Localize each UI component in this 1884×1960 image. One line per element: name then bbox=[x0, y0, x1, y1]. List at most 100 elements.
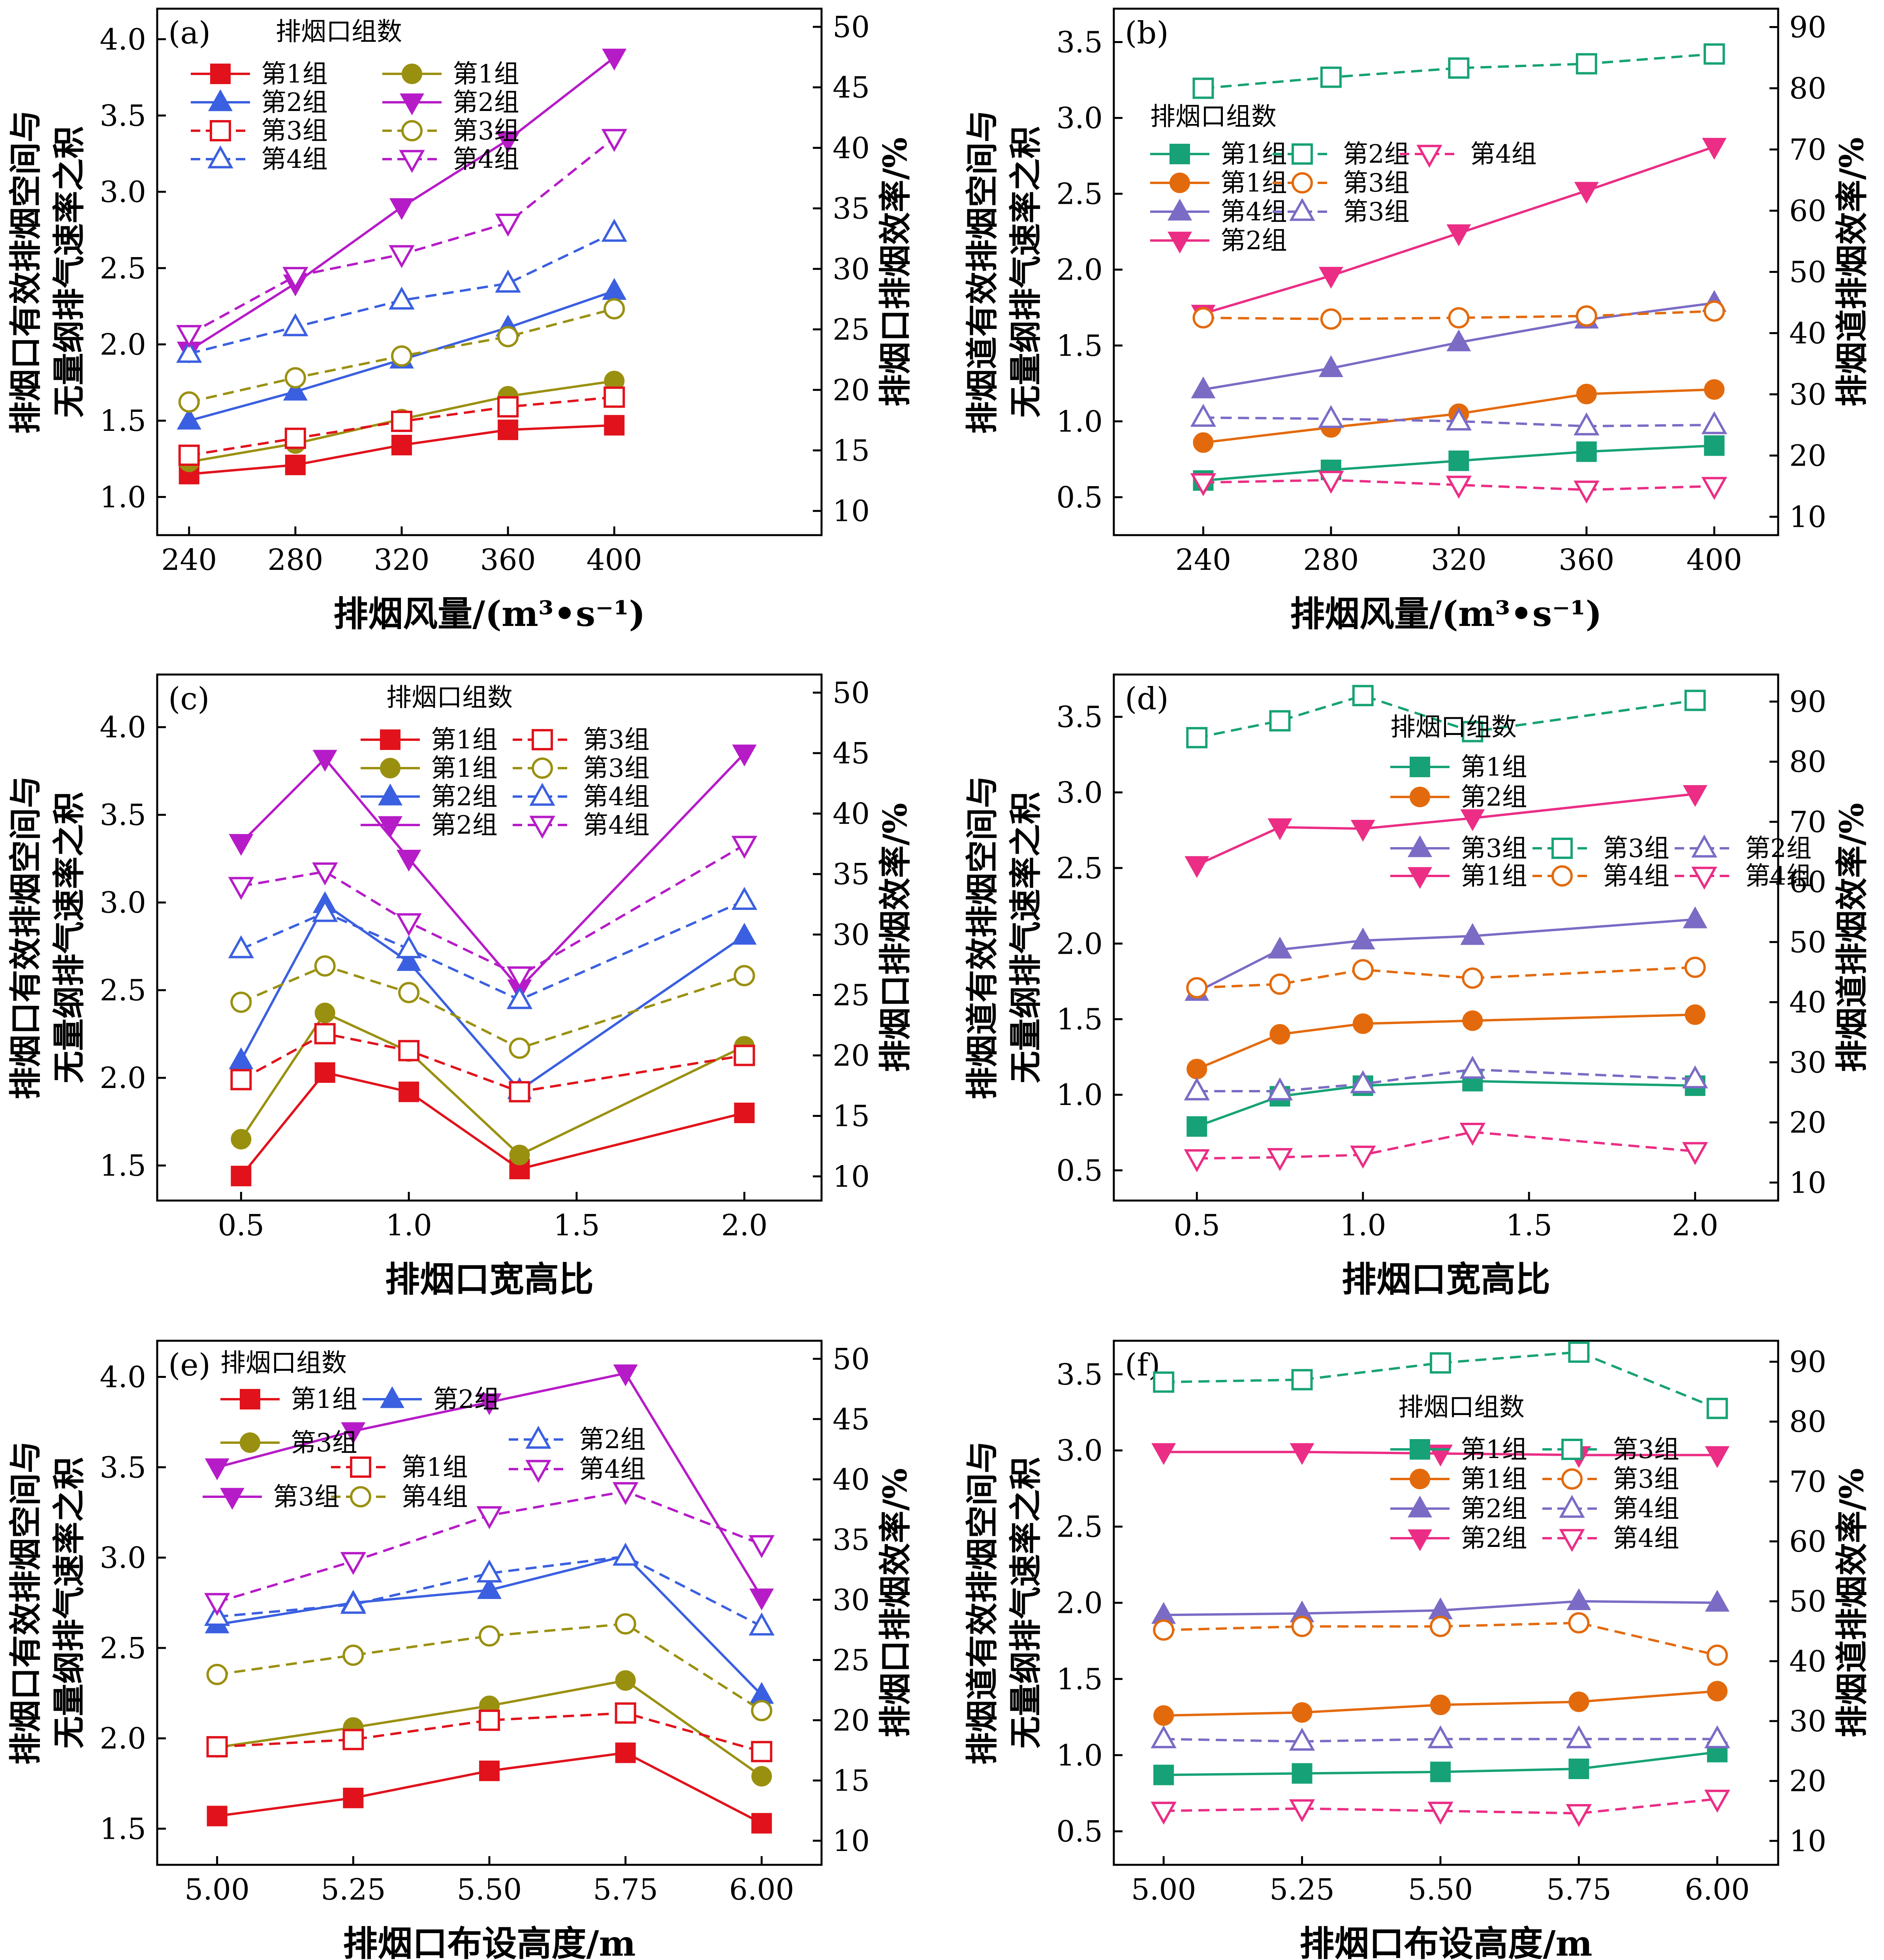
legend-label: 第2组 bbox=[1461, 1524, 1527, 1553]
y2-tick-label: 10 bbox=[833, 1160, 870, 1194]
series-efficiency-1 bbox=[230, 1023, 755, 1103]
series-efficiency-4 bbox=[204, 1482, 775, 1616]
y-tick-label: 1.5 bbox=[100, 1149, 146, 1183]
data-point bbox=[1151, 1443, 1176, 1465]
series-efficiency-1 bbox=[178, 386, 625, 466]
data-point bbox=[1684, 690, 1706, 711]
y2-tick-label: 50 bbox=[833, 676, 870, 710]
legend-marker bbox=[208, 89, 233, 111]
y-tick-label: 3.5 bbox=[1056, 700, 1103, 734]
data-point bbox=[285, 455, 306, 475]
legend-marker bbox=[1691, 866, 1717, 890]
y-tick-label: 3.0 bbox=[1056, 776, 1103, 810]
data-point bbox=[1448, 307, 1470, 329]
data-point bbox=[1292, 1702, 1312, 1723]
y2-tick-label: 40 bbox=[1789, 1644, 1826, 1678]
series-product-4 bbox=[229, 744, 757, 1002]
data-point bbox=[1350, 1070, 1376, 1094]
plot-frame bbox=[156, 1340, 823, 1866]
data-point bbox=[1318, 405, 1344, 428]
data-point bbox=[1576, 441, 1597, 462]
data-point bbox=[1153, 1371, 1175, 1393]
legend-marker bbox=[207, 145, 233, 169]
data-point bbox=[1186, 977, 1208, 999]
data-point bbox=[495, 269, 521, 293]
data-point bbox=[1267, 1148, 1293, 1171]
x-tick-label: 0.5 bbox=[218, 1208, 265, 1242]
legend-label: 第4组 bbox=[579, 1455, 646, 1484]
data-point bbox=[1350, 1145, 1376, 1169]
y2-tick-label: 40 bbox=[833, 1463, 870, 1497]
data-point bbox=[1184, 1077, 1210, 1101]
legend-label: 第1组 bbox=[431, 754, 498, 783]
legend-marker bbox=[378, 784, 403, 806]
data-point bbox=[1153, 1765, 1174, 1785]
y-tick-label: 1.0 bbox=[1056, 1738, 1103, 1772]
data-point bbox=[1185, 856, 1209, 878]
x-tick-label: 360 bbox=[480, 543, 536, 577]
legend-marker bbox=[350, 1486, 371, 1507]
series-efficiency-3 bbox=[1151, 1725, 1730, 1751]
data-point bbox=[1568, 1758, 1589, 1779]
data-point bbox=[1703, 300, 1725, 322]
data-point bbox=[1186, 727, 1208, 748]
data-point bbox=[1289, 1727, 1315, 1751]
y-tick-label: 1.5 bbox=[1056, 1662, 1103, 1696]
y2-tick-label: 50 bbox=[1789, 1585, 1826, 1619]
data-point bbox=[391, 435, 412, 456]
data-point bbox=[1683, 906, 1707, 928]
data-point bbox=[176, 340, 202, 363]
data-point bbox=[231, 1165, 252, 1186]
data-point bbox=[282, 267, 308, 290]
legend-label: 第4组 bbox=[1745, 862, 1812, 891]
series-line bbox=[1164, 1738, 1717, 1743]
y-tick-label: 1.5 bbox=[1056, 1003, 1103, 1037]
y-tick-label: 1.0 bbox=[100, 480, 146, 514]
legend-label: 第3组 bbox=[453, 117, 519, 146]
data-point bbox=[601, 129, 627, 152]
legend-label: 第2组 bbox=[433, 1385, 500, 1414]
y-axis-label-line2: 无量纲排气速率之积 bbox=[50, 126, 88, 417]
data-point bbox=[389, 245, 415, 268]
legend-title: 排烟口组数 bbox=[276, 17, 402, 47]
legend-label: 第4组 bbox=[1613, 1494, 1679, 1524]
data-point bbox=[1292, 1763, 1312, 1784]
data-point bbox=[1291, 1616, 1313, 1637]
x-tick-label: 5.75 bbox=[593, 1873, 658, 1907]
data-point bbox=[282, 313, 308, 336]
data-point bbox=[1701, 411, 1727, 434]
data-point bbox=[751, 1813, 772, 1834]
panel-label: (d) bbox=[1125, 681, 1169, 717]
legend-label: 第1组 bbox=[261, 60, 328, 89]
data-point bbox=[342, 1729, 364, 1750]
data-point bbox=[1459, 1056, 1486, 1079]
y2-tick-label: 40 bbox=[1789, 986, 1826, 1020]
legend-label: 第3组 bbox=[1343, 169, 1410, 198]
legend-marker bbox=[210, 120, 231, 141]
data-point bbox=[615, 1702, 636, 1724]
legend-label: 第3组 bbox=[1613, 1465, 1679, 1494]
y-tick-label: 4.0 bbox=[100, 23, 146, 56]
legend-marker bbox=[532, 757, 553, 779]
data-point bbox=[1566, 1588, 1591, 1610]
legend-label: 第3组 bbox=[1603, 834, 1670, 863]
legend-label: 第1组 bbox=[431, 725, 498, 755]
series-line bbox=[1196, 694, 1696, 739]
panel-label: (e) bbox=[168, 1347, 211, 1383]
data-point bbox=[1685, 1004, 1705, 1025]
data-point bbox=[340, 1591, 367, 1614]
chart-panel-b: 240 280 320 360 400 0.5 1.0 1.5 2.0 2.5 3.0 3.5 10 20… bbox=[963, 8, 1871, 634]
y2-tick-label: 15 bbox=[833, 1099, 870, 1133]
legend-marker bbox=[1410, 1469, 1430, 1489]
data-point bbox=[1290, 1443, 1314, 1465]
y2-tick-label: 25 bbox=[833, 313, 870, 347]
series-product-1 bbox=[231, 1062, 755, 1186]
legend-marker bbox=[1167, 231, 1192, 254]
y2-axis-label: 排烟口排烟效率/% bbox=[876, 803, 914, 1072]
data-point bbox=[314, 955, 336, 977]
data-point bbox=[1576, 53, 1597, 75]
series-efficiency-4 bbox=[1190, 471, 1727, 504]
legend-label: 第3组 bbox=[1343, 197, 1410, 227]
legend-marker bbox=[1410, 757, 1430, 777]
x-tick-label: 1.0 bbox=[385, 1208, 432, 1242]
